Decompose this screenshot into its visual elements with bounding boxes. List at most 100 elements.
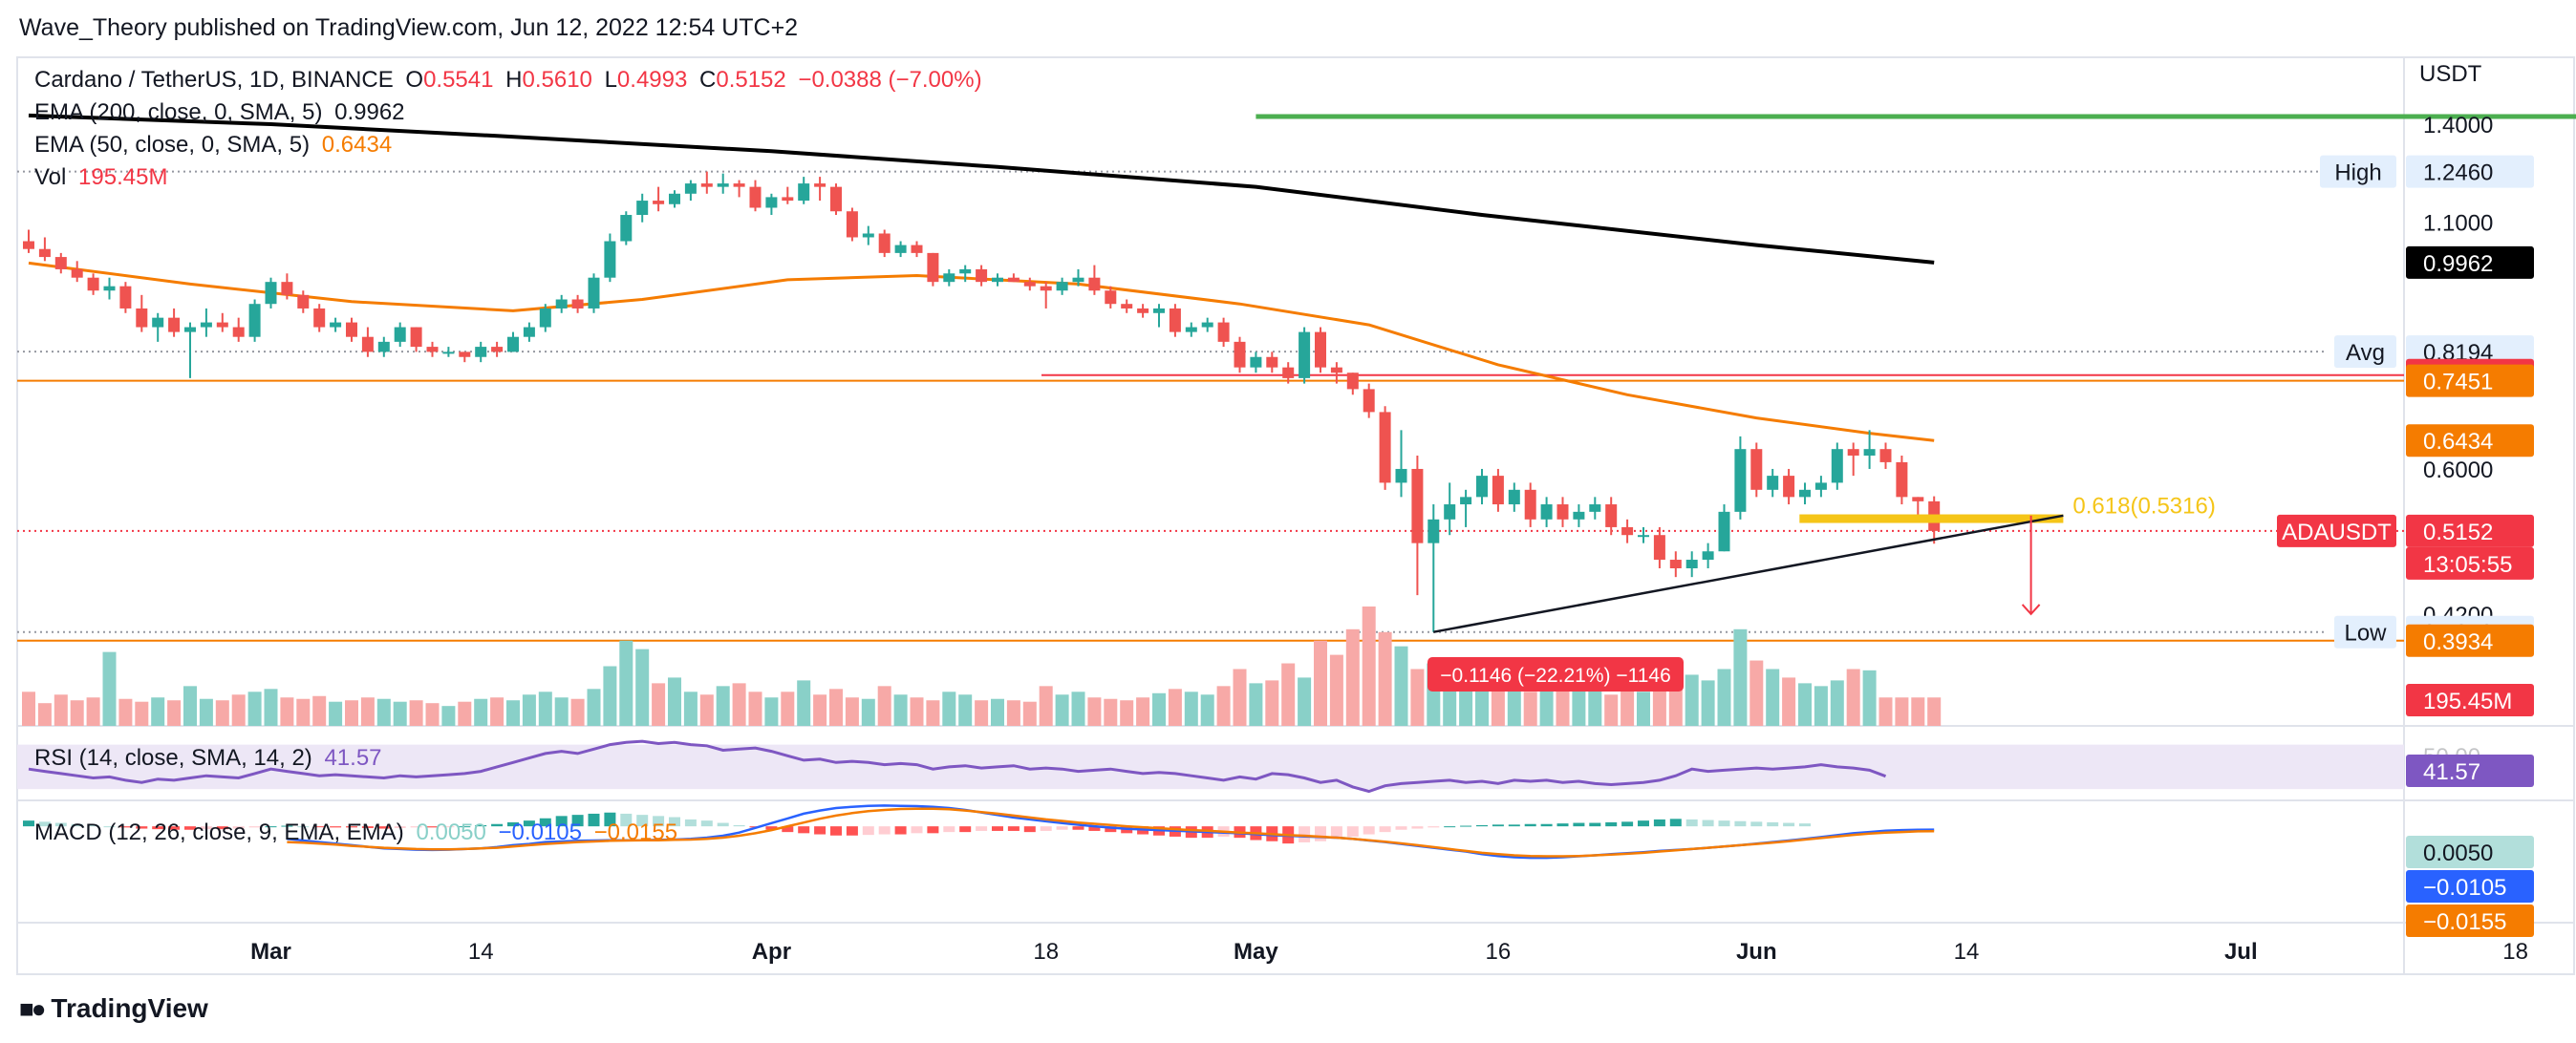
- candle-body: [830, 186, 842, 212]
- volume-bar: [1249, 683, 1263, 726]
- volume-bar: [1216, 686, 1231, 726]
- candle-body: [620, 215, 633, 242]
- legend-rsi[interactable]: RSI (14, close, SMA, 14, 2) 41.57: [34, 745, 382, 772]
- volume-bar: [296, 698, 311, 726]
- candle-body: [1556, 504, 1569, 520]
- macd-hist-bar: [1734, 820, 1747, 827]
- volume-bar: [264, 689, 278, 726]
- macd-hist-bar: [1653, 819, 1665, 827]
- macd-hist-bar: [1767, 821, 1779, 827]
- volume-bar: [1911, 697, 1925, 726]
- candle-body: [1040, 286, 1052, 291]
- macd-hist-bar: [555, 816, 568, 827]
- price-badge-label: 1.2460: [2423, 160, 2493, 186]
- volume-bar: [1604, 694, 1619, 726]
- macd-hist-bar: [1556, 823, 1569, 827]
- candle-body: [1072, 277, 1084, 283]
- macd-hist-bar: [992, 826, 1003, 831]
- volume-bar: [861, 698, 875, 726]
- triangle-trendline: [1433, 514, 2064, 633]
- time-axis-label: Jun: [1736, 939, 1777, 965]
- time-axis-label: Mar: [250, 939, 291, 965]
- volume-bar: [652, 683, 666, 726]
- macd-hist-bar: [216, 826, 228, 830]
- symbol-title[interactable]: Cardano / TetherUS, 1D, BINANCE: [34, 67, 394, 93]
- candle-body: [1589, 504, 1601, 512]
- volume-bar: [409, 700, 423, 726]
- candle-body: [152, 317, 164, 328]
- volume-bar: [813, 694, 827, 726]
- volume-bar: [732, 683, 746, 726]
- candle-body: [1250, 356, 1262, 368]
- rsi-line: [28, 739, 1887, 794]
- candle-body: [1234, 341, 1246, 368]
- macd-hist-bar: [346, 826, 357, 828]
- volume-bar: [538, 692, 552, 726]
- volume-bar: [1621, 683, 1635, 726]
- candle-body: [943, 273, 955, 283]
- candle-body: [1282, 367, 1295, 378]
- candle-body: [1734, 449, 1747, 512]
- volume-bar: [345, 700, 358, 726]
- chart-frame: [16, 56, 2575, 975]
- candle-body: [1428, 519, 1440, 543]
- publisher-line: Wave_Theory published on TradingView.com…: [19, 14, 799, 41]
- side-badge-bg: [2334, 615, 2396, 649]
- legend-macd[interactable]: MACD (12, 26, close, 9, EMA, EMA) 0.0050…: [34, 820, 677, 846]
- logo-text: TradingView: [51, 993, 208, 1023]
- legend-volume[interactable]: Vol 195.45M: [34, 164, 167, 191]
- macd-signal-line: [287, 807, 1935, 858]
- macd-hist-bar: [459, 826, 471, 828]
- candle-body: [87, 277, 99, 291]
- open-value: 0.5541: [423, 67, 494, 93]
- macd-hist-bar: [798, 826, 810, 834]
- macd-hist-bar: [1460, 825, 1472, 827]
- candle-body: [1105, 290, 1117, 305]
- rsi-badge-label: 41.57: [2423, 759, 2480, 785]
- volume-bar: [1039, 686, 1053, 726]
- volume-bar: [683, 692, 698, 726]
- macd-line-value: −0.0105: [498, 820, 582, 845]
- macd-hist-bar: [38, 821, 51, 827]
- legend-ema200[interactable]: EMA (200, close, 0, SMA, 5) 0.9962: [34, 99, 405, 126]
- volume-bar: [231, 694, 246, 726]
- candle-body: [1395, 468, 1407, 483]
- candle-body: [1653, 535, 1665, 561]
- candle-body: [862, 233, 874, 238]
- volume-bar: [1378, 631, 1392, 726]
- time-axis-label: 16: [1486, 939, 1512, 965]
- volume-bar: [1281, 663, 1296, 726]
- volume-bar: [280, 697, 294, 726]
- candle-body: [1573, 511, 1585, 520]
- macd-hist-bar: [1105, 826, 1117, 833]
- ema200-line: [28, 113, 1935, 265]
- macd-hist-bar: [588, 813, 600, 827]
- macd-hist-bar: [410, 826, 422, 828]
- macd-hist-bar: [1508, 824, 1520, 827]
- candle-body: [119, 286, 132, 309]
- macd-hist-bar: [765, 826, 778, 830]
- candle-body: [1460, 497, 1472, 505]
- volume-bar: [1491, 689, 1505, 726]
- volume-bar: [1298, 677, 1312, 726]
- legend-ema50[interactable]: EMA (50, close, 0, SMA, 5) 0.6434: [34, 132, 392, 159]
- macd-hist-bar: [491, 823, 504, 827]
- macd-hist-bar: [1072, 826, 1084, 830]
- candle-body: [1379, 412, 1391, 483]
- macd-hist-bar: [523, 820, 535, 827]
- volume-bar: [441, 706, 456, 726]
- candle-body: [717, 183, 729, 187]
- volume-bar: [1022, 701, 1037, 726]
- tradingview-logo[interactable]: ■● TradingView: [19, 993, 208, 1024]
- candle-body: [1411, 468, 1424, 543]
- candle-body: [507, 336, 519, 352]
- time-axis-label: 18: [1033, 939, 1059, 965]
- candle-body: [1169, 308, 1181, 332]
- volume-bar: [699, 694, 714, 726]
- candle-body: [232, 327, 245, 337]
- candle-body: [1330, 367, 1342, 373]
- low-value: 0.4993: [616, 67, 688, 93]
- candle-body: [136, 308, 148, 328]
- vol-value: 195.45M: [78, 164, 168, 190]
